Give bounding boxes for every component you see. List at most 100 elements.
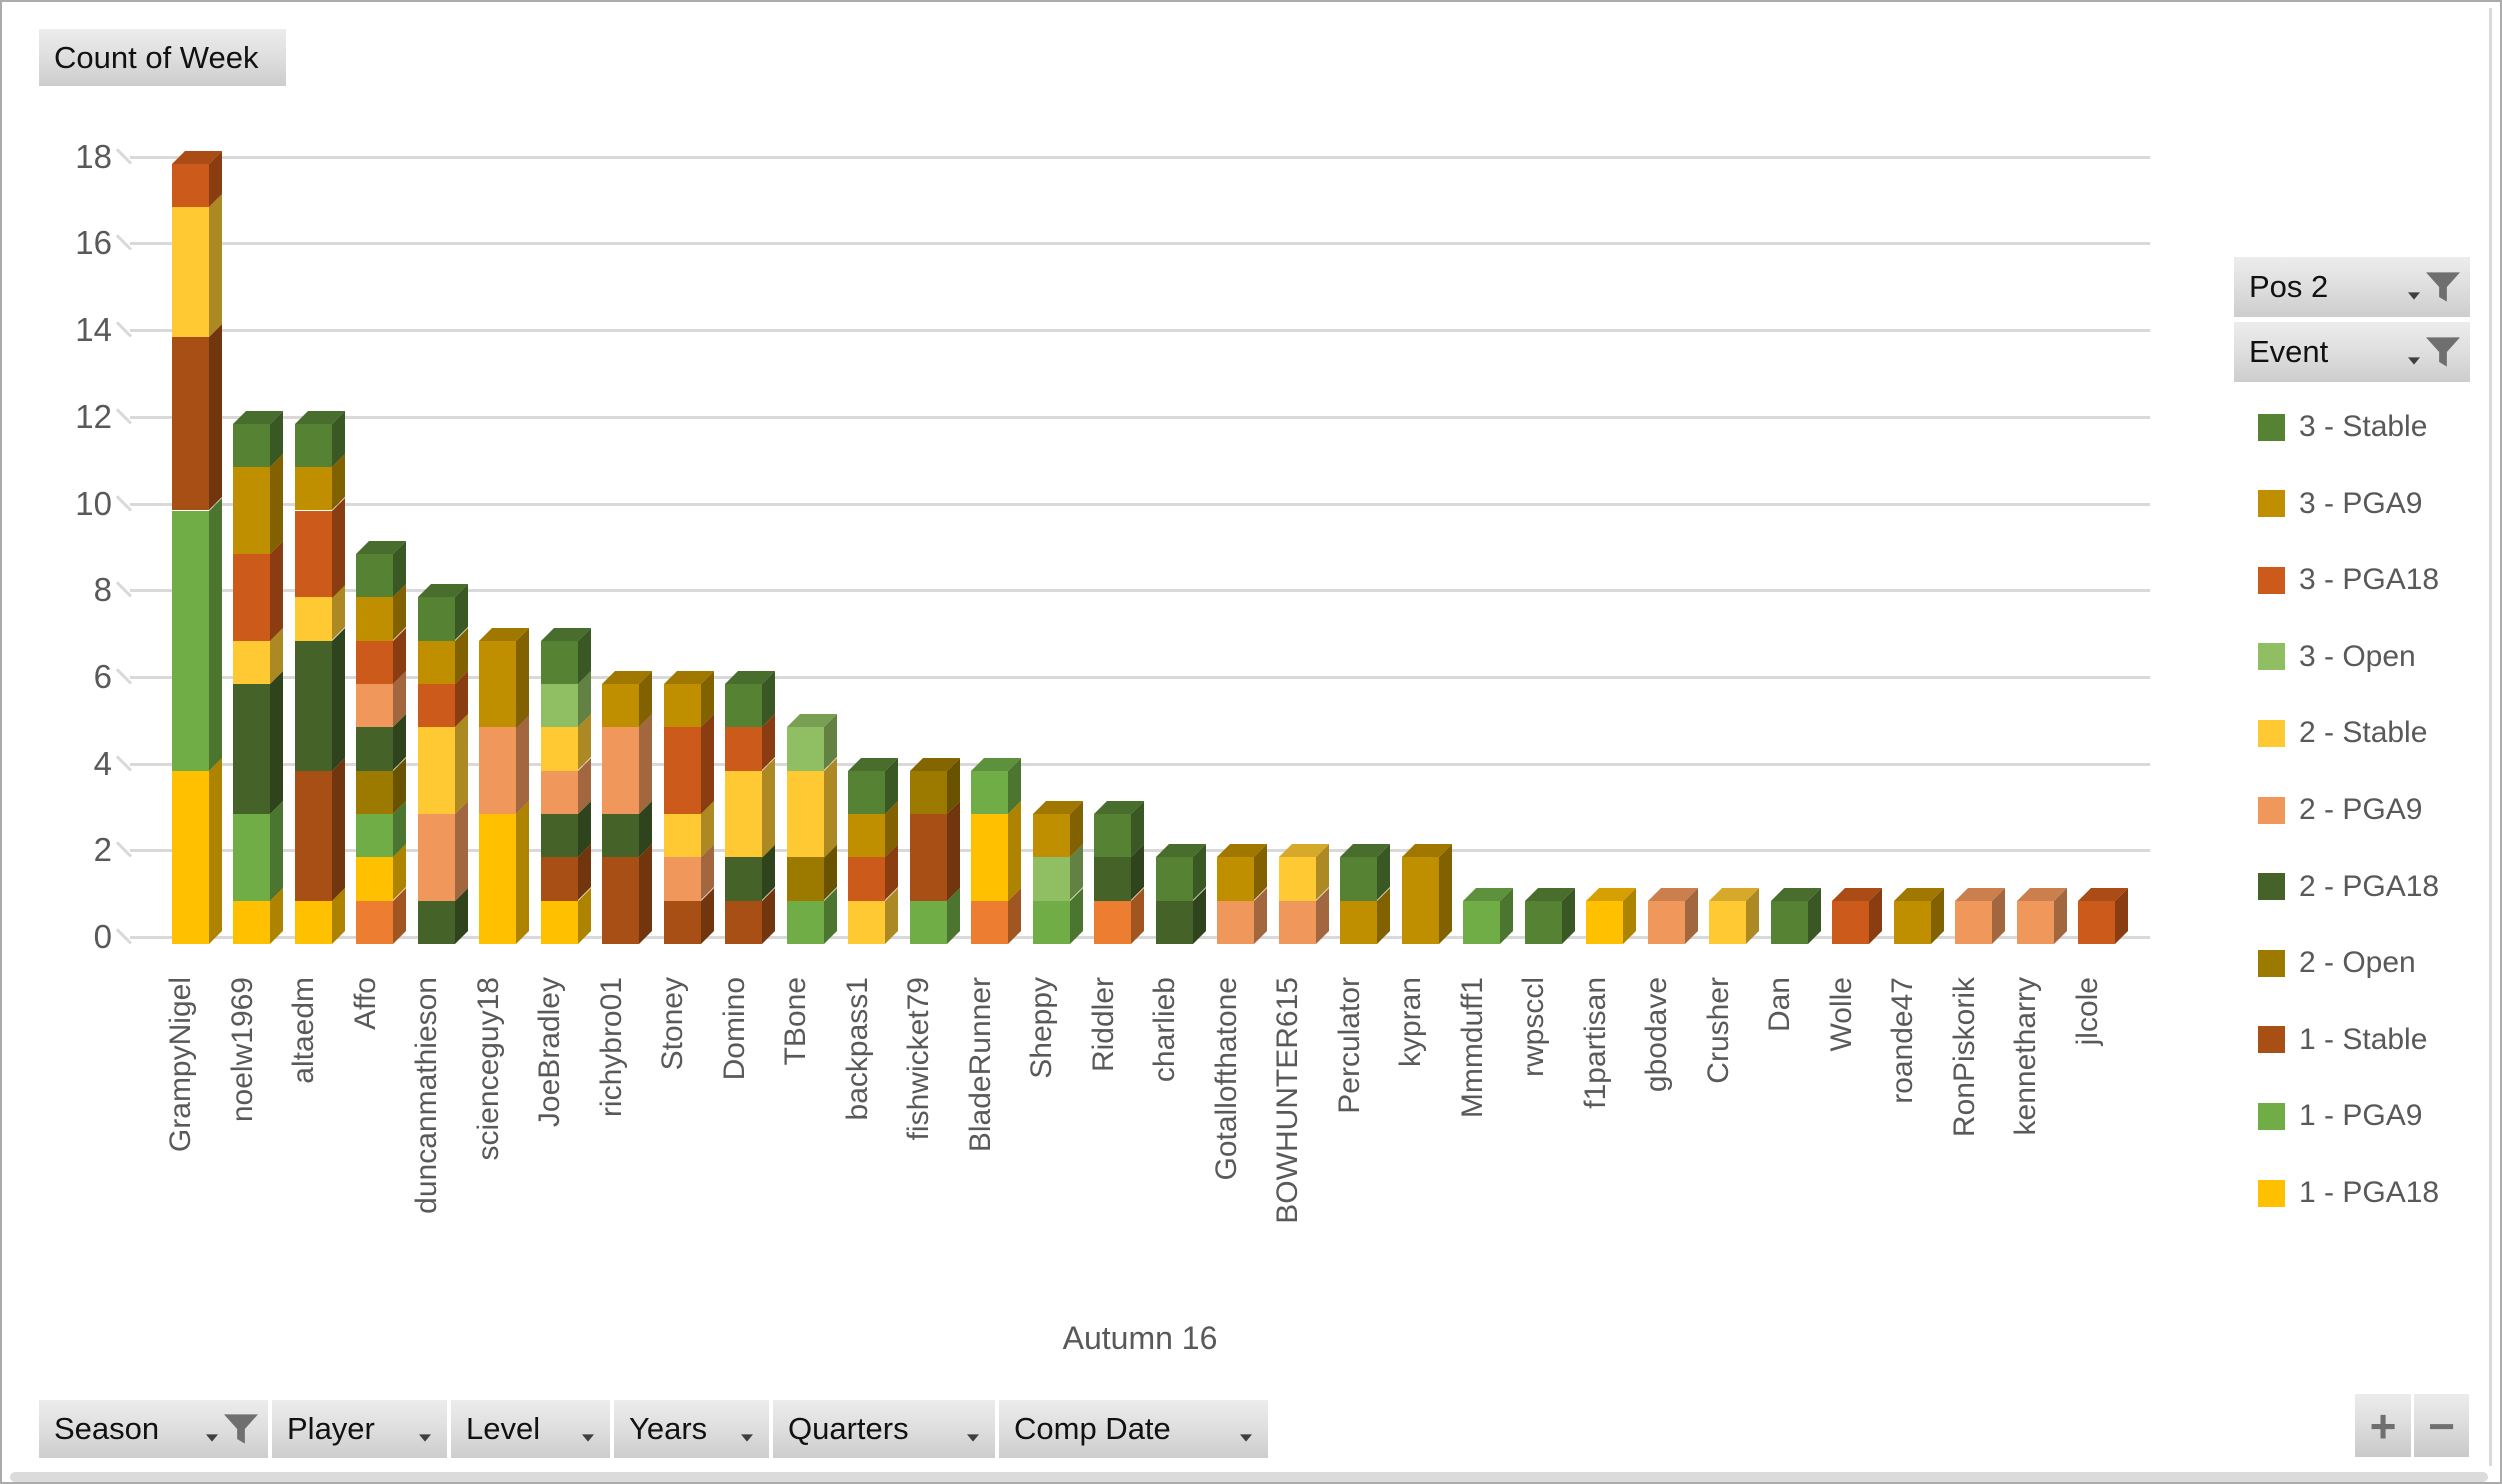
quarters-field-label: Quarters — [788, 1411, 909, 1446]
value-field-button[interactable]: Count of Week — [39, 29, 286, 86]
bar-segment — [2078, 900, 2115, 944]
bar-segment-side-face — [270, 670, 283, 814]
event-field-button[interactable]: Event — [2234, 322, 2470, 382]
bar-segment — [2016, 900, 2054, 944]
bar-segment — [417, 727, 455, 814]
years-field-button[interactable]: Years — [614, 1400, 769, 1458]
zoom-in-button[interactable]: + — [2355, 1394, 2411, 1457]
legend-item: 3 - Stable — [2258, 410, 2427, 444]
legend-item: 3 - PGA9 — [2258, 487, 2422, 521]
bar-segment — [171, 163, 209, 208]
bar-segment — [540, 857, 578, 901]
bar-segment — [1770, 900, 1808, 944]
bar-segment — [663, 683, 701, 728]
legend-swatch-icon — [2258, 566, 2285, 594]
bar-segment — [1340, 857, 1377, 901]
bar-segment — [1278, 857, 1316, 901]
bar-segment — [233, 553, 270, 641]
legend-swatch-icon — [2258, 413, 2285, 441]
filter-funnel-icon — [224, 1414, 258, 1444]
bar-segment-side-face — [639, 844, 652, 944]
bar-segment-side-face — [208, 194, 222, 338]
bar-segment — [171, 510, 209, 771]
bar-segment — [602, 683, 639, 728]
bar-segment — [602, 727, 639, 814]
bar-segment — [540, 900, 578, 944]
bar-segment — [356, 770, 393, 814]
x-axis-label: noelw1969 — [225, 977, 259, 1123]
legend-item: 1 - PGA18 — [2258, 1176, 2439, 1210]
chevron-down-icon — [1240, 1434, 1252, 1442]
x-axis-label: gbodave — [1640, 977, 1673, 1093]
minus-icon: − — [2428, 1399, 2455, 1452]
legend-label: 1 - Stable — [2299, 1022, 2428, 1056]
level-field-button[interactable]: Level — [451, 1400, 610, 1458]
level-field-label: Level — [466, 1411, 541, 1446]
scrollbar-track[interactable] — [10, 1472, 2488, 1482]
legend-swatch-icon — [2258, 873, 2285, 901]
bar-segment — [1401, 857, 1439, 944]
bar-segment — [786, 770, 824, 858]
bar-segment-side-face — [1438, 844, 1452, 944]
y-axis-tick-label: 10 — [75, 484, 112, 522]
legend-item: 3 - PGA18 — [2258, 563, 2439, 597]
x-axis-label: Dan — [1763, 977, 1796, 1033]
bar-segment — [540, 640, 578, 684]
bar-segment — [971, 770, 1008, 814]
bar-segment — [848, 857, 885, 901]
x-axis-label: JoeBradley — [533, 977, 566, 1128]
bar-segment-side-face — [1008, 800, 1021, 901]
bar-segment — [1094, 900, 1131, 944]
gridline — [130, 155, 2150, 159]
bar-segment — [1893, 900, 1931, 944]
gridline — [130, 762, 2150, 766]
legend-item: 1 - PGA9 — [2258, 1099, 2422, 1133]
x-axis-label: kypran — [1394, 977, 1427, 1068]
x-axis-label: backpass1 — [840, 977, 874, 1121]
bar-segment — [479, 813, 516, 944]
y-axis-tick-label: 14 — [75, 311, 112, 349]
bar-segment — [356, 553, 393, 598]
bar-segment — [1217, 900, 1254, 944]
legend-item: 2 - Open — [2258, 946, 2416, 980]
bar-segment-side-face — [208, 324, 222, 511]
gridline — [130, 415, 2150, 419]
zoom-out-button[interactable]: − — [2414, 1394, 2469, 1457]
x-axis-label: roande47 — [1886, 977, 1919, 1104]
comp-date-field-button[interactable]: Comp Date — [999, 1400, 1268, 1458]
bar-segment — [848, 813, 885, 858]
legend-label: 3 - Stable — [2299, 410, 2428, 443]
season-field-label: Season — [54, 1411, 160, 1446]
x-axis-label: richybro01 — [594, 977, 628, 1118]
x-axis-label: Riddler — [1086, 977, 1120, 1073]
legend-swatch-icon — [2258, 1026, 2285, 1054]
player-field-button[interactable]: Player — [272, 1400, 447, 1458]
bar-segment — [294, 597, 332, 641]
x-axis-label: fishwicket79 — [902, 977, 935, 1141]
y-axis-tick-label: 18 — [75, 137, 112, 175]
x-axis-group-title: Autumn 16 — [1062, 1320, 1218, 1356]
pos-field-button[interactable]: Pos 2 — [2234, 257, 2470, 317]
bar-segment — [356, 813, 393, 858]
bar-segment — [356, 857, 393, 901]
bar-segment — [479, 727, 516, 814]
x-axis-label: Gotallofthatone — [1209, 977, 1243, 1181]
bar-segment — [417, 683, 455, 728]
bar-segment — [1032, 900, 1070, 944]
quarters-field-button[interactable]: Quarters — [773, 1400, 995, 1458]
legend-swatch-icon — [2258, 796, 2285, 824]
y-axis-tick-label: 16 — [75, 224, 112, 262]
bar-segment — [1155, 900, 1193, 944]
legend-item: 2 - PGA9 — [2258, 793, 2422, 827]
bar-segment — [971, 813, 1008, 901]
season-field-button[interactable]: Season — [39, 1400, 268, 1458]
x-axis-label: GrampyNigel — [164, 977, 197, 1153]
legend-label: 3 - PGA9 — [2299, 486, 2423, 520]
bar-segment — [294, 510, 332, 598]
pos-field-label: Pos 2 — [2249, 269, 2329, 304]
bar-segment — [909, 770, 947, 814]
bar-segment — [725, 727, 762, 771]
bar-segment-side-face — [331, 497, 345, 598]
bar-segment — [356, 597, 393, 641]
